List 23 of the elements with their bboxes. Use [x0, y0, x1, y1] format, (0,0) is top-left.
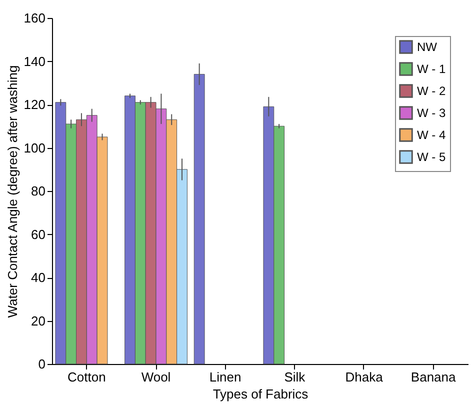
y-tick-label: 80: [31, 184, 46, 198]
x-tick-label: Silk: [284, 370, 306, 384]
y-tick-label: 160: [24, 10, 46, 26]
y-tick-label: 60: [31, 226, 46, 242]
legend-label: W - 3: [417, 106, 446, 120]
y-axis-title: Water Contact Angle (degree) after washing: [4, 65, 20, 318]
x-tick-label: Wool: [141, 370, 171, 384]
x-axis-title: Types of Fabrics: [212, 386, 309, 402]
x-tick-label: Dhaka: [345, 370, 384, 384]
y-tick-label: 120: [24, 97, 46, 112]
legend-label: W - 2: [417, 84, 446, 98]
legend-label: NW: [417, 40, 438, 54]
legend-label: W - 5: [417, 150, 446, 164]
x-tick-label: Cotton: [68, 370, 106, 384]
x-tick-label: Linen: [209, 370, 242, 384]
legend-label: W - 4: [417, 128, 446, 142]
y-tick-label: 140: [24, 54, 46, 69]
y-tick-label: 0: [38, 356, 46, 372]
y-tick-label: 40: [31, 270, 46, 285]
y-tick-label: 100: [24, 140, 46, 156]
legend-label: W - 1: [417, 62, 446, 76]
y-tick-label: 20: [31, 313, 46, 328]
x-tick-label: Banana: [410, 370, 457, 384]
